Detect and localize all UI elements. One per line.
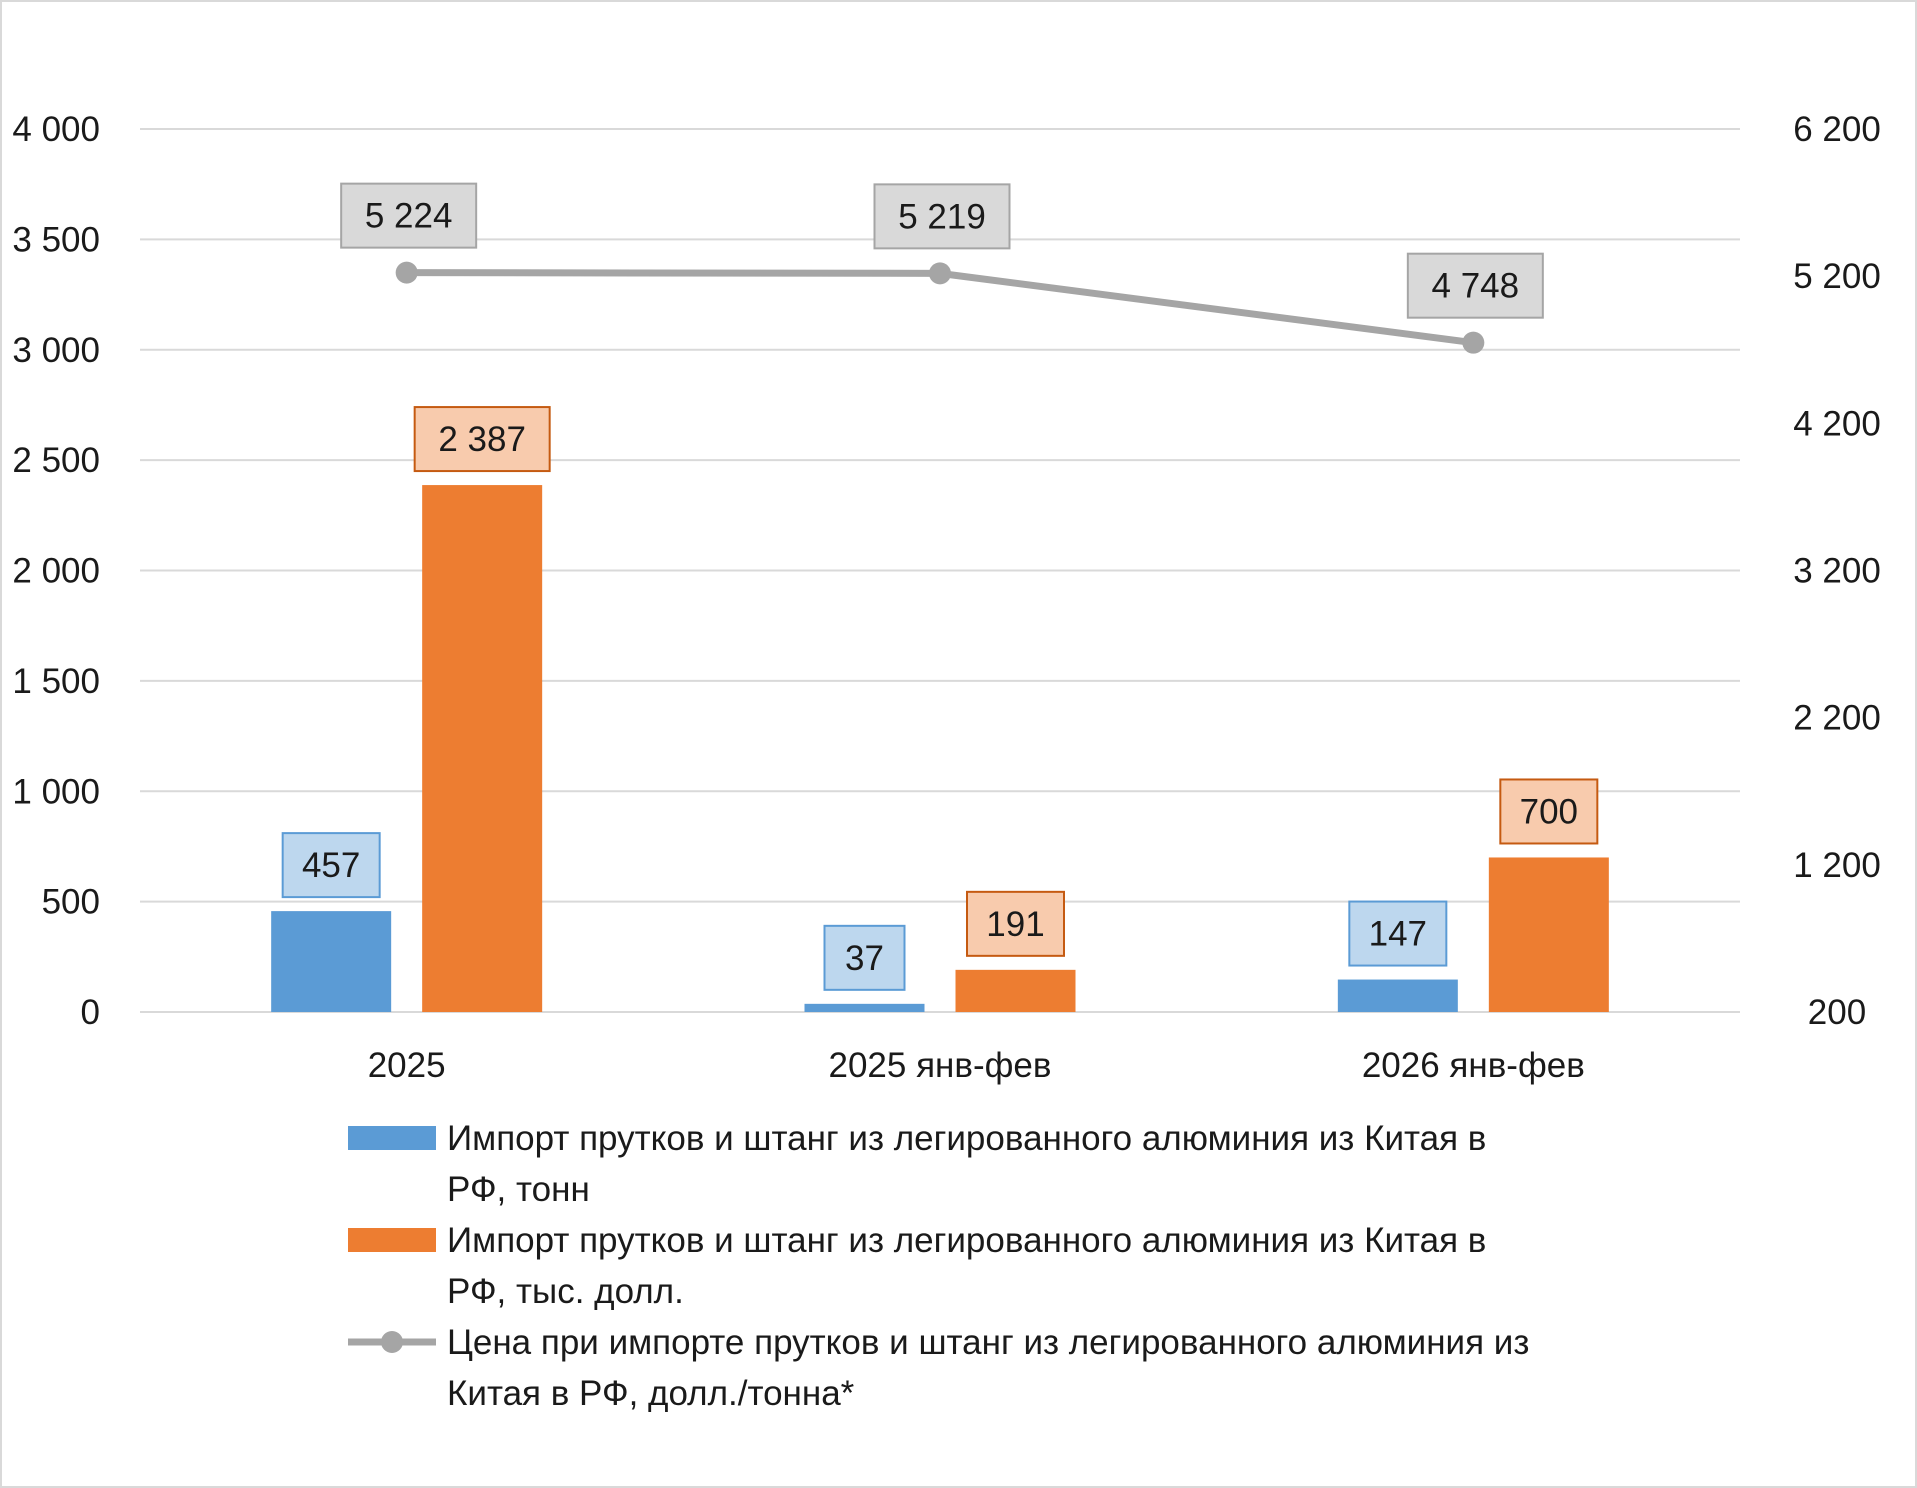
left-tick-label: 1 500	[12, 662, 100, 701]
bar-label-series1-0-text: 457	[302, 846, 360, 885]
left-tick-label: 2 000	[12, 552, 100, 591]
price-label-0-text: 5 224	[365, 197, 453, 236]
bar-label-series2-1: 191	[966, 890, 1065, 957]
category-label-0: 2025	[368, 1046, 446, 1085]
category-axis: 2025 2025 янв-фев 2026 янв-фев	[368, 1046, 1585, 1085]
legend-item-1: Импорт прутков и штанг из легированного …	[348, 1119, 1486, 1209]
legend-marker	[381, 1331, 403, 1353]
category-label-1: 2025 янв-фев	[829, 1046, 1052, 1085]
bar-label-series2-1-text: 191	[986, 905, 1044, 944]
price-label-2-text: 4 748	[1432, 267, 1520, 306]
bar-label-series1-1-box	[823, 924, 906, 991]
legend-text-line: Импорт прутков и штанг из легированного …	[447, 1221, 1486, 1260]
price-label-1: 5 219	[873, 183, 1011, 250]
price-label-2: 4 748	[1406, 252, 1544, 319]
left-tick-label: 1 000	[12, 772, 100, 811]
bar-series2-1	[955, 969, 1076, 1012]
bar-label-series2-2: 700	[1499, 778, 1599, 845]
right-tick-label: 2 200	[1793, 699, 1881, 738]
legend-text-line: Импорт прутков и штанг из легированного …	[447, 1119, 1486, 1158]
bar-label-series1-0: 457	[281, 832, 381, 899]
bar-label-series2-2-text: 700	[1520, 792, 1578, 831]
price-label-1-text: 5 219	[898, 197, 986, 236]
bar-label-series2-2-box	[1499, 778, 1599, 845]
legend-item-2: Импорт прутков и штанг из легированного …	[348, 1221, 1486, 1311]
price-label-1-box	[873, 183, 1011, 250]
price-line	[395, 261, 1485, 354]
bar-label-series2-0-box	[413, 406, 551, 473]
bar-label-series1-2-text: 147	[1369, 915, 1427, 954]
price-label-2-box	[1406, 252, 1544, 319]
bar-series1-2	[1337, 979, 1458, 1012]
left-tick-label: 3 000	[12, 331, 100, 370]
right-tick-label: 4 200	[1793, 404, 1881, 443]
right-tick-label: 3 200	[1793, 552, 1881, 591]
bar-series1-1	[804, 1003, 925, 1012]
category-label-2: 2026 янв-фев	[1362, 1046, 1585, 1085]
left-tick-label: 3 500	[12, 220, 100, 259]
legend: Импорт прутков и штанг из легированного …	[348, 1119, 1529, 1413]
legend-text-line: РФ, тонн	[447, 1170, 590, 1209]
left-tick-label: 4 000	[12, 110, 100, 149]
bar-label-series1-0-box	[281, 832, 381, 899]
bar-label-series1-2: 147	[1348, 900, 1448, 967]
price-point-1	[929, 262, 951, 285]
price-label-0: 5 224	[340, 182, 478, 249]
right-tick-label: 5 200	[1793, 257, 1881, 296]
price-point-2	[1462, 331, 1485, 354]
price-label-0-box	[340, 182, 478, 249]
data-labels: 457 37 147 2 387 191 700 5 224 5 219 4 748	[281, 182, 1599, 991]
legend-text-line: РФ, тыс. долл.	[447, 1272, 684, 1311]
left-tick-label: 0	[81, 993, 100, 1032]
bar-label-series1-1: 37	[823, 924, 906, 991]
price-point-0	[395, 261, 418, 284]
bar-series2-0	[422, 485, 543, 1012]
left-axis: 0 500 1 000 1 500 2 000 2 500 3 000 3 500 4 000	[12, 110, 100, 1032]
bar-label-series2-0-text: 2 387	[438, 420, 526, 459]
legend-swatch	[348, 1126, 436, 1150]
legend-text-line: Китая в РФ, долл./тонна*	[447, 1374, 855, 1413]
bar-label-series2-1-box	[966, 890, 1065, 957]
legend-item-3: Цена при импорте прутков и штанг из леги…	[348, 1323, 1529, 1413]
legend-text-line: Цена при импорте прутков и штанг из леги…	[447, 1323, 1529, 1362]
bar-series1-0	[271, 911, 392, 1012]
right-tick-label: 1 200	[1793, 846, 1881, 885]
right-tick-label: 200	[1808, 993, 1866, 1032]
legend-swatch	[348, 1228, 436, 1252]
bar-series2-2	[1488, 857, 1609, 1012]
left-tick-label: 500	[42, 883, 100, 922]
right-tick-label: 6 200	[1793, 110, 1881, 149]
right-axis: 200 1 200 2 200 3 200 4 200 5 200 6 200	[1793, 110, 1881, 1032]
bars	[271, 485, 1609, 1012]
bar-label-series1-2-box	[1348, 900, 1448, 967]
bar-label-series1-1-text: 37	[845, 939, 884, 978]
left-tick-label: 2 500	[12, 441, 100, 480]
bar-label-series2-0: 2 387	[413, 406, 551, 473]
